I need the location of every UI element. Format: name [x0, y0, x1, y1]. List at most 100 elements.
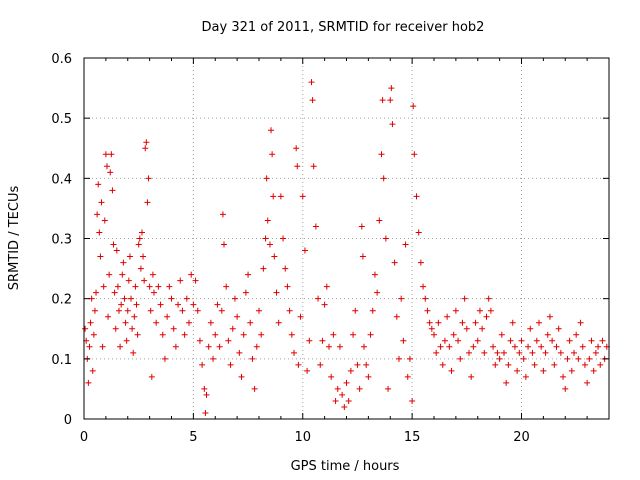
data-point [501, 349, 507, 356]
data-point [126, 253, 133, 260]
data-point [113, 247, 120, 254]
y-tick-label: 0.4 [51, 172, 72, 187]
data-point [293, 145, 300, 152]
data-point [347, 367, 354, 374]
data-point [378, 151, 385, 158]
data-point [273, 289, 280, 296]
data-point [106, 271, 113, 278]
data-point [315, 295, 322, 302]
data-point [210, 355, 217, 362]
data-point [199, 361, 206, 368]
data-point [411, 151, 418, 158]
data-point [352, 307, 359, 314]
data-point [361, 343, 367, 350]
data-point [98, 199, 105, 206]
data-point [207, 319, 214, 326]
data-point [562, 385, 569, 392]
data-point [511, 343, 518, 350]
data-point [417, 259, 424, 266]
data-point [149, 271, 156, 278]
data-point [387, 97, 394, 104]
data-point [581, 361, 588, 368]
data-point [555, 325, 562, 332]
data-point [426, 319, 433, 326]
data-point [514, 367, 521, 374]
data-point [132, 283, 139, 290]
data-point [151, 289, 157, 296]
data-point [448, 367, 455, 374]
data-point [577, 319, 584, 326]
data-point [101, 217, 108, 224]
data-point [95, 181, 102, 188]
data-point [336, 343, 343, 350]
data-point [520, 355, 527, 362]
data-point [164, 313, 171, 320]
data-point [251, 385, 258, 392]
data-point [568, 367, 575, 374]
data-point [359, 253, 366, 260]
data-point [221, 241, 227, 248]
data-point [531, 361, 538, 368]
y-tick-label: 0.2 [51, 293, 72, 308]
y-axis-label: SRMTID / TECUs [7, 186, 22, 291]
data-point [323, 283, 330, 290]
data-point [212, 331, 219, 338]
data-point [422, 295, 429, 302]
data-point [108, 151, 115, 158]
data-point [236, 349, 243, 356]
data-point [125, 277, 132, 284]
data-point [424, 307, 431, 314]
data-point [260, 265, 267, 272]
data-point [339, 391, 346, 398]
data-point [135, 241, 142, 248]
data-point [148, 373, 155, 380]
data-point [446, 343, 453, 350]
data-point [516, 349, 523, 356]
data-point [133, 301, 140, 308]
data-point [341, 403, 348, 410]
data-point [242, 289, 249, 296]
data-point [380, 175, 387, 182]
data-point [546, 313, 553, 320]
data-point [117, 343, 124, 350]
data-point [400, 337, 407, 344]
data-point [216, 343, 223, 350]
data-point [223, 283, 230, 290]
data-point [413, 193, 420, 200]
data-point [96, 229, 103, 236]
data-point [319, 337, 326, 344]
data-point [87, 319, 94, 326]
data-point [245, 271, 252, 278]
data-point [94, 211, 101, 218]
data-point [144, 199, 151, 206]
data-point [295, 361, 302, 368]
data-point [415, 229, 422, 236]
data-point [270, 193, 277, 200]
data-point [214, 301, 221, 308]
data-point [168, 295, 175, 302]
data-point [275, 319, 282, 326]
data-point [529, 349, 536, 356]
data-point [542, 349, 549, 356]
data-point [188, 271, 195, 278]
data-point [312, 223, 319, 230]
data-point [527, 325, 534, 332]
data-point [503, 379, 510, 386]
data-point [129, 325, 136, 332]
data-point [218, 307, 225, 314]
data-point [441, 337, 448, 344]
y-axis-ticks: 0 0.1 0.2 0.3 0.4 0.5 0.6 [51, 52, 609, 428]
y-tick-label: 0.6 [51, 52, 72, 67]
data-point [284, 283, 291, 290]
data-point [433, 349, 440, 356]
data-point [219, 211, 226, 218]
data-point [509, 319, 516, 326]
data-point [194, 307, 201, 314]
data-point [288, 331, 295, 338]
data-point [518, 337, 525, 344]
data-point [410, 103, 417, 110]
data-point [398, 295, 405, 302]
data-point [136, 235, 143, 242]
data-point [391, 259, 398, 266]
data-point [374, 289, 381, 296]
